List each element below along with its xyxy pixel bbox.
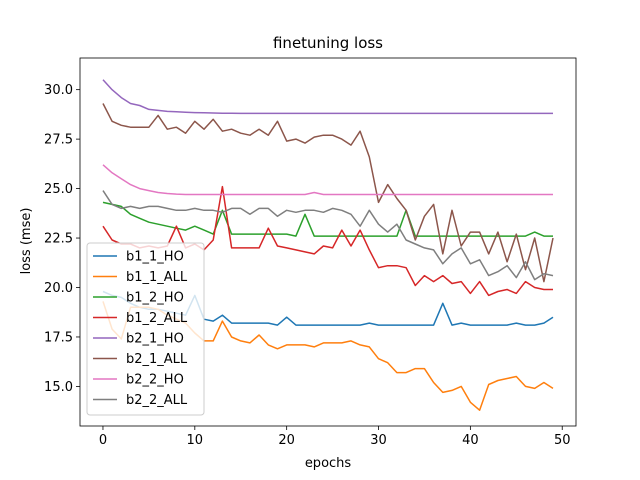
x-tick-label: 50 bbox=[554, 433, 571, 448]
y-tick-label: 20.0 bbox=[44, 281, 73, 296]
y-tick-label: 30.0 bbox=[44, 83, 73, 98]
series-line-b2_1_HO bbox=[102, 79, 553, 115]
x-tick-label: 10 bbox=[187, 433, 204, 448]
legend-label-b2_2_HO: b2_2_HO bbox=[126, 373, 184, 388]
chart-title: finetuning loss bbox=[273, 34, 383, 52]
legend-label-b2_2_ALL: b2_2_ALL bbox=[126, 393, 188, 408]
series-line-b2_2_ALL bbox=[102, 190, 554, 281]
legend-label-b1_2_HO: b1_2_HO bbox=[126, 291, 184, 306]
y-tick-label: 15.0 bbox=[44, 380, 73, 395]
y-axis-label: loss (mse) bbox=[19, 208, 34, 275]
legend-box bbox=[86, 242, 205, 416]
series-line-b1_2_ALL bbox=[102, 185, 553, 297]
axes-layer: 0 10 20 30 40 50 15.0 17.5 20.0 22.5 25.0 27.5 30.0 bbox=[44, 57, 577, 448]
legend-label-b1_2_ALL: b1_2_ALL bbox=[126, 311, 188, 326]
legend-label-b1_1_ALL: b1_1_ALL bbox=[126, 270, 188, 285]
legend-label-b2_1_HO: b2_1_HO bbox=[126, 332, 184, 347]
legend-label-b2_1_ALL: b2_1_ALL bbox=[126, 352, 188, 367]
x-tick-label: 0 bbox=[99, 433, 107, 448]
y-tick-label: 27.5 bbox=[44, 133, 73, 148]
x-axis-label: epochs bbox=[305, 456, 352, 471]
x-tick-label: 20 bbox=[278, 433, 295, 448]
legend: b1_1_HO b1_1_ALL b1_2_HO b1_2_ALL b2_1_HO b2_… bbox=[86, 242, 205, 416]
series-line-b2_2_HO bbox=[102, 164, 553, 196]
y-tick-label: 25.0 bbox=[44, 182, 73, 197]
series-line-b2_1_ALL bbox=[102, 103, 554, 283]
y-tick-label: 22.5 bbox=[44, 232, 73, 247]
plot-frame bbox=[79, 57, 577, 427]
y-tick-label: 17.5 bbox=[44, 330, 73, 345]
x-tick-label: 40 bbox=[462, 433, 479, 448]
legend-label-b1_1_HO: b1_1_HO bbox=[126, 250, 184, 265]
x-tick-label: 30 bbox=[370, 433, 387, 448]
